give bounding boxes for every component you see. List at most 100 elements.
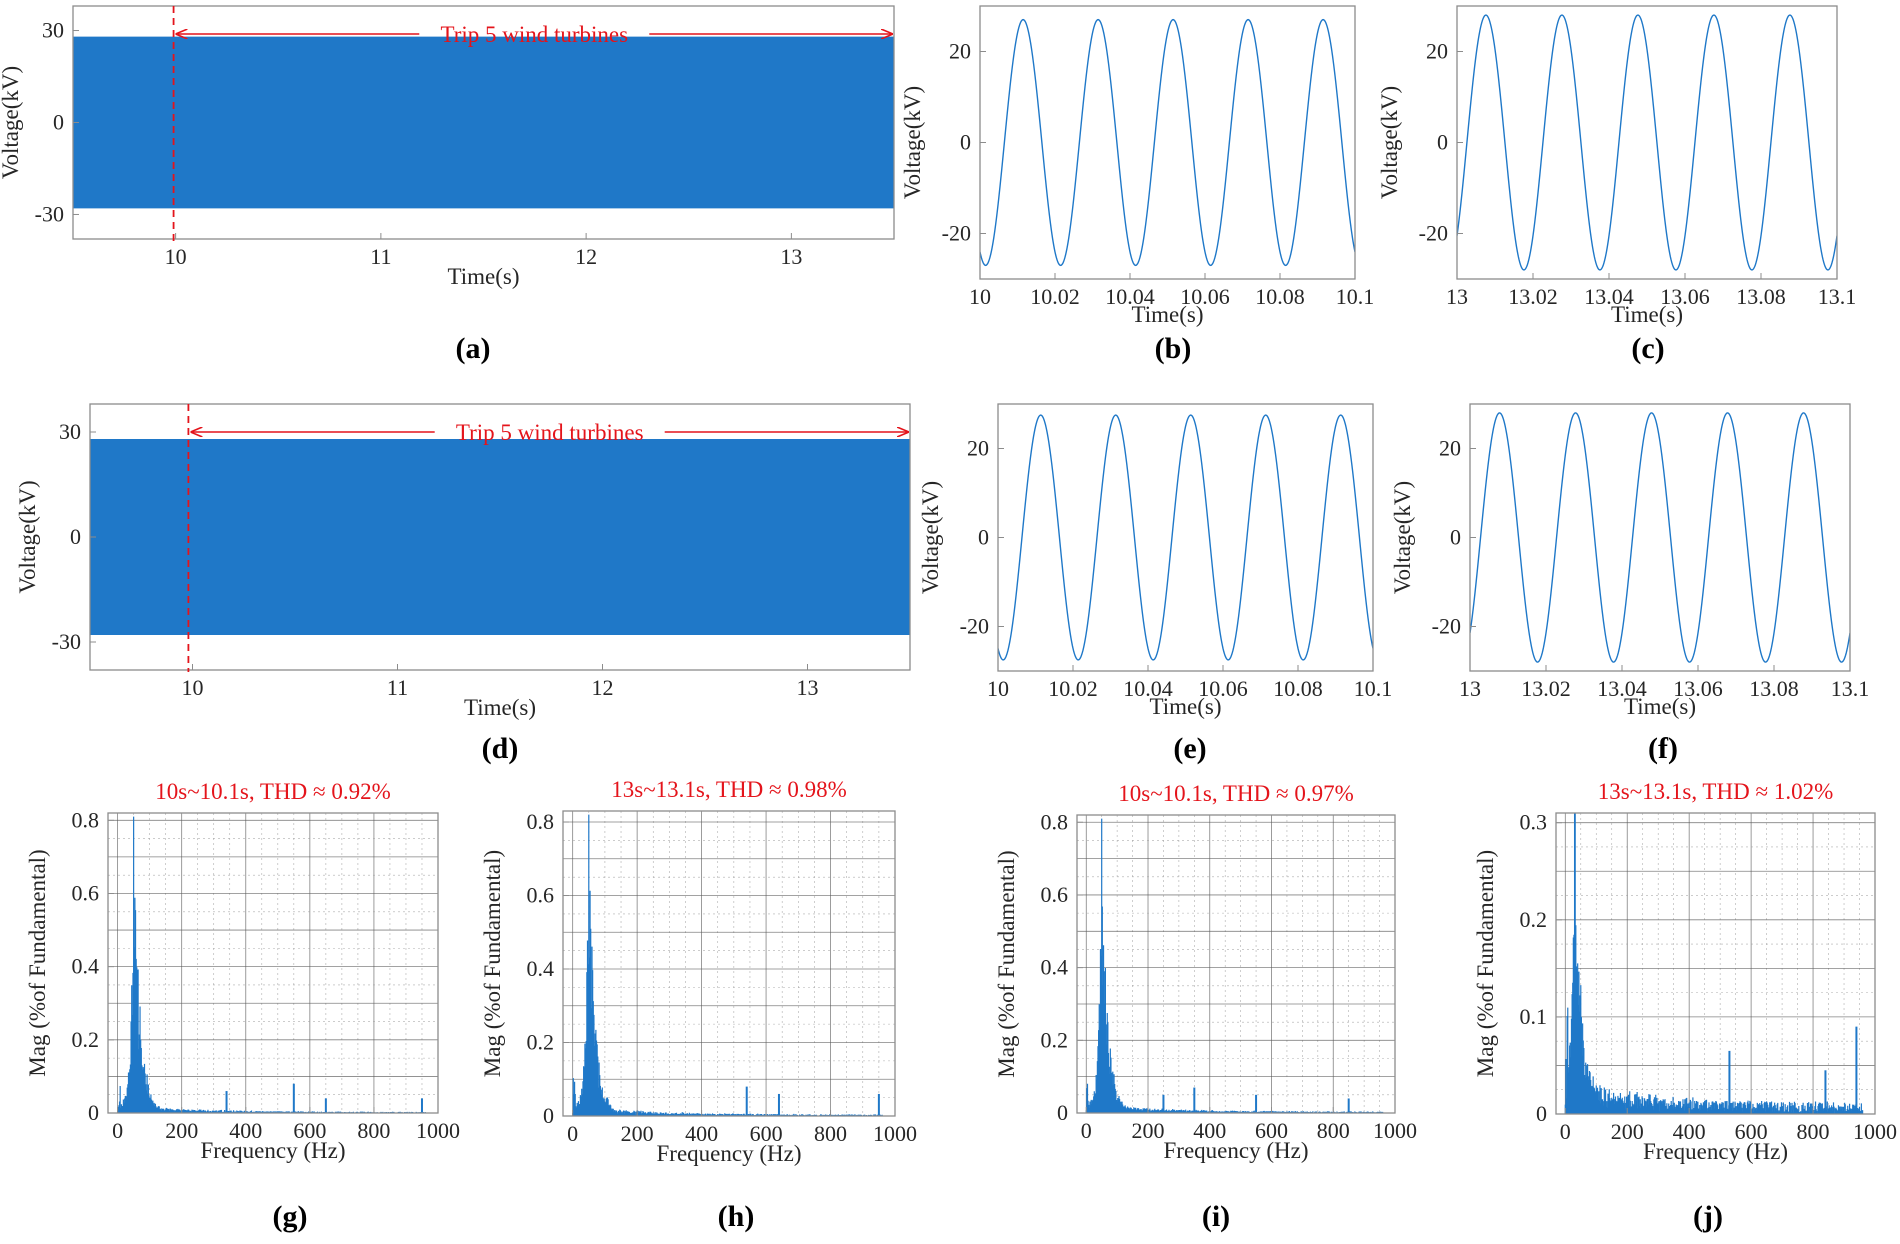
y-tick-label: -30 <box>35 201 64 226</box>
y-tick-label: 0.2 <box>1041 1027 1069 1052</box>
grid <box>1077 815 1395 1113</box>
panel-j: 0 200 400 600 800 1000 0 0.1 0.2 0.3 Frequency (Hz… <box>1473 779 1897 1233</box>
x-tick-label: 11 <box>387 675 408 700</box>
panel-d: 10 11 12 13 -30 0 30 Time(s) Voltage(kV) Trip 5 w… <box>15 403 911 765</box>
x-tick-label: 13.04 <box>1584 284 1634 309</box>
y-axis-label: Voltage(kV) <box>0 66 23 179</box>
y-tick-label: 0.2 <box>527 1030 555 1055</box>
y-tick-label: 0.3 <box>1520 810 1548 835</box>
plot-frame <box>1076 814 1396 1114</box>
y-tick-label: 0.8 <box>527 809 555 834</box>
y-tick-label: 0.8 <box>1041 809 1069 834</box>
y-tick-label: 20 <box>967 436 989 461</box>
x-tick-label: 11 <box>370 244 391 269</box>
x-tick-label: 1000 <box>1373 1118 1417 1143</box>
y-tick-label: 0 <box>1437 130 1448 155</box>
x-tick-label: 13.06 <box>1673 676 1723 701</box>
x-tick-label: 10.08 <box>1255 284 1305 309</box>
y-tick-label: 0.4 <box>1041 955 1069 980</box>
x-tick-label: 13.1 <box>1818 284 1857 309</box>
panel-b: 10 10.02 10.04 10.06 10.08 10.1 -20 0 20 Time(s) V… <box>900 5 1375 365</box>
x-axis-label: Time(s) <box>1611 302 1683 327</box>
y-tick-label: 0.6 <box>1041 882 1069 907</box>
panel-e: 10 10.02 10.04 10.06 10.08 10.1 -20 0 20 Time(s) V… <box>918 403 1392 765</box>
voltage-trace <box>73 36 894 209</box>
y-tick-label: 0 <box>53 110 64 135</box>
trip-annotation: Trip 5 wind turbines <box>456 420 644 445</box>
x-tick-label: 13 <box>1446 284 1468 309</box>
x-tick-label: 10.02 <box>1030 284 1080 309</box>
panel-label: (j) <box>1693 1200 1723 1233</box>
x-tick-label: 10.02 <box>1048 676 1098 701</box>
voltage-trace <box>998 414 1373 661</box>
x-axis-label: Time(s) <box>464 695 536 720</box>
y-tick-label: 0 <box>978 525 989 550</box>
x-tick-label: 600 <box>293 1118 326 1143</box>
y-tick-label: 0.4 <box>72 954 100 979</box>
x-tick-label: 200 <box>621 1121 654 1146</box>
y-tick-label: 0 <box>1450 525 1461 550</box>
y-tick-label: 0.6 <box>72 880 100 905</box>
grid <box>1556 813 1875 1114</box>
x-tick-label: 13 <box>780 244 802 269</box>
x-tick-label: 1000 <box>873 1121 917 1146</box>
x-tick-label: 200 <box>1611 1119 1644 1144</box>
y-tick-label: 0.6 <box>527 883 555 908</box>
y-tick-label: 0.2 <box>1520 907 1548 932</box>
x-tick-label: 10.06 <box>1180 284 1230 309</box>
x-tick-label: 13.02 <box>1521 676 1571 701</box>
x-tick-label: 13 <box>1459 676 1481 701</box>
x-tick-label: 10.04 <box>1105 284 1155 309</box>
x-tick-label: 13.08 <box>1736 284 1786 309</box>
x-tick-label: 400 <box>1673 1119 1706 1144</box>
x-tick-label: 800 <box>357 1118 390 1143</box>
x-tick-label: 0 <box>112 1118 123 1143</box>
panel-label: (e) <box>1173 732 1206 765</box>
x-tick-label: 1000 <box>1853 1119 1897 1144</box>
grid <box>108 813 438 1113</box>
plot-frame <box>997 403 1374 672</box>
plot-frame <box>562 810 896 1117</box>
y-tick-label: 0 <box>1536 1101 1547 1126</box>
y-axis-label: Voltage(kV) <box>1377 86 1402 199</box>
fft-spectrum-bars <box>117 816 426 1113</box>
x-tick-label: 800 <box>1317 1118 1350 1143</box>
fft-spectrum-bars <box>1085 818 1384 1113</box>
panel-c: 13 13.02 13.04 13.06 13.08 13.1 -20 0 20 Time(s) V… <box>1377 5 1857 365</box>
y-tick-label: 0.4 <box>527 956 555 981</box>
grid <box>563 811 895 1116</box>
y-tick-label: 20 <box>1426 39 1448 64</box>
y-tick-label: 0.1 <box>1520 1004 1548 1029</box>
x-tick-label: 200 <box>165 1118 198 1143</box>
x-axis-label: Time(s) <box>448 264 520 289</box>
panel-label: (b) <box>1155 332 1192 365</box>
x-tick-label: 13.08 <box>1749 676 1799 701</box>
x-tick-label: 10 <box>182 675 204 700</box>
y-tick-label: -20 <box>942 221 971 246</box>
x-tick-label: 400 <box>229 1118 262 1143</box>
x-tick-label: 1000 <box>416 1118 460 1143</box>
y-tick-label: 0.2 <box>72 1027 100 1052</box>
x-tick-label: 10.1 <box>1336 284 1375 309</box>
x-tick-label: 10 <box>165 244 187 269</box>
x-tick-label: 0 <box>567 1121 578 1146</box>
y-axis-label: Voltage(kV) <box>918 481 943 594</box>
x-axis-label: Frequency (Hz) <box>657 1141 802 1166</box>
y-tick-label: 20 <box>949 39 971 64</box>
y-tick-label: 20 <box>1439 436 1461 461</box>
plot-frame <box>107 812 439 1114</box>
x-tick-label: 400 <box>685 1121 718 1146</box>
x-tick-label: 800 <box>1797 1119 1830 1144</box>
y-tick-label: -30 <box>52 629 81 654</box>
panel-f: 13 13.02 13.04 13.06 13.08 13.1 -20 0 20 Time(s) V… <box>1390 403 1869 765</box>
fft-title: 10s~10.1s, THD ≈ 0.92% <box>155 779 390 804</box>
fft-spectrum-bars <box>1564 813 1864 1114</box>
y-tick-label: 30 <box>59 419 81 444</box>
y-tick-label: 0 <box>543 1103 554 1128</box>
voltage-trace <box>1457 14 1837 271</box>
y-axis-label: Mag (%of Fundamental) <box>1473 850 1498 1077</box>
x-tick-label: 10.08 <box>1273 676 1323 701</box>
trip-annotation: Trip 5 wind turbines <box>440 22 628 47</box>
y-tick-label: -20 <box>1432 614 1461 639</box>
y-tick-label: -20 <box>960 614 989 639</box>
